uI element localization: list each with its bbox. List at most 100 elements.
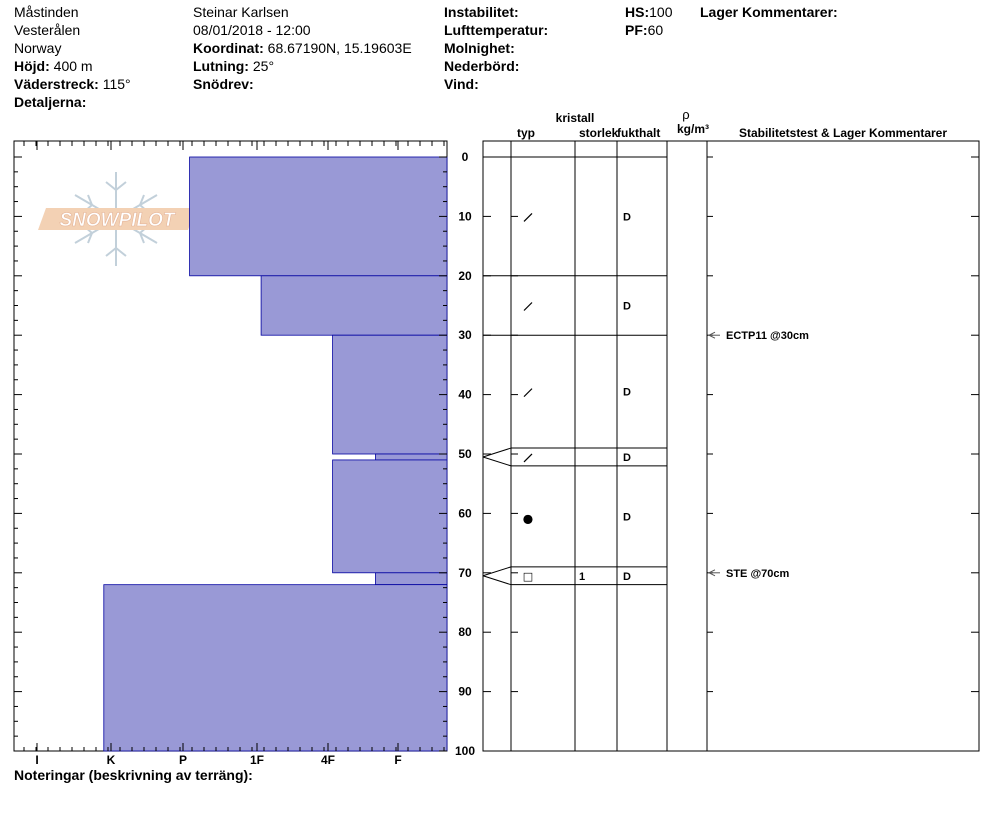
notes-label: Noteringar (beskrivning av terräng):: [14, 767, 253, 783]
moisture-header: fukthalt: [617, 126, 660, 140]
moisture-3: D: [623, 452, 631, 464]
pf-value: 60: [647, 22, 664, 38]
sky: Molnighet:: [444, 39, 515, 57]
depth-label: 70: [458, 566, 472, 580]
aspect-value: 115°: [102, 76, 131, 92]
hardness-x-labels: I K P 1F 4F F: [35, 753, 401, 767]
hardness-bar-6: [103, 584, 448, 752]
hardness-bar-1: [260, 275, 448, 336]
density-symbol: ρ: [682, 107, 689, 122]
notes: Noteringar (beskrivning av terräng):: [14, 766, 253, 784]
layer-comments-header: Lager Kommentarer:: [700, 3, 838, 21]
arrow-icon: [707, 569, 716, 577]
wind-loading: Snödrev:: [193, 75, 254, 93]
sky-label: Molnighet:: [444, 40, 515, 56]
thin-layer-connector: [482, 456, 512, 467]
observer: Steinar Karlsen: [193, 4, 289, 20]
hardness-bar-2: [332, 334, 448, 455]
coordinates: Koordinat: 68.67190N, 15.19603E: [193, 39, 412, 57]
size-header: storlek: [579, 126, 619, 140]
layer-comments-label: Lager Kommentarer:: [700, 4, 838, 20]
hs-value: 100: [649, 4, 673, 20]
stability-header: Stabilitetstest & Lager Kommentarer: [739, 126, 947, 140]
thin-layer-connector: [482, 575, 512, 586]
moisture-0: D: [623, 211, 631, 223]
precip-label: Nederbörd:: [444, 58, 520, 74]
hardness-bar-0: [189, 156, 448, 277]
precip: Nederbörd:: [444, 57, 519, 75]
density-unit: kg/m³: [677, 122, 709, 136]
arrow-icon: [707, 331, 716, 339]
hardness-x-label: P: [179, 753, 187, 767]
details-label: Detaljerna:: [14, 94, 87, 110]
slope: Lutning: 25°: [193, 57, 274, 75]
crystal-symbol-3: [523, 453, 533, 463]
stability-test-label-1: STE @70cm: [726, 568, 790, 580]
hardness-bar-5: [375, 572, 448, 586]
hs-label: HS:: [625, 4, 650, 20]
instability-label: Instabilitet:: [444, 4, 519, 20]
depth-label: 20: [458, 269, 472, 283]
crystal-symbol-4: ●: [523, 511, 533, 525]
country: Norway: [14, 40, 62, 56]
coord-label: Koordinat:: [193, 40, 264, 56]
air-temp: Lufttemperatur:: [444, 21, 548, 39]
elevation-label: Höjd:: [14, 58, 50, 74]
depth-label: 40: [458, 388, 472, 402]
datetime: 08/01/2018 - 12:00: [193, 22, 311, 38]
depth-label: 0: [462, 150, 469, 164]
hardness-x-label: F: [394, 753, 401, 767]
hardness-bars: [103, 156, 448, 752]
elevation: Höjd: 400 m: [14, 57, 93, 75]
wind: Vind:: [444, 75, 479, 93]
elevation-value: 400 m: [53, 58, 93, 74]
snowpilot-logo: SNOWPILOT: [38, 172, 196, 266]
aspect-label: Väderstreck:: [14, 76, 99, 92]
hardness-x-label: 4F: [321, 753, 335, 767]
depth-label: 50: [458, 447, 472, 461]
slope-label: Lutning:: [193, 58, 249, 74]
depth-label: 80: [458, 625, 472, 639]
moisture-2: D: [623, 387, 631, 399]
stability-tests: ECTP11 @30cm STE @70cm: [707, 330, 809, 580]
moisture-4: D: [623, 511, 631, 523]
crystal-symbol-5: □: [523, 570, 533, 583]
instability: Instabilitet:: [444, 3, 519, 21]
depth-label: 10: [458, 209, 472, 223]
depth-label: 100: [455, 744, 475, 758]
moisture-5: D: [623, 571, 631, 583]
wind-label: Vind:: [444, 76, 479, 92]
type-header: typ: [517, 126, 535, 140]
region: Vesterålen: [14, 22, 81, 38]
crystal-header: kristall: [556, 111, 595, 125]
strat-frame: [482, 140, 980, 752]
slope-value: 25°: [252, 58, 275, 74]
logo-banner: [38, 208, 196, 230]
hardness-ticks: [14, 141, 447, 752]
logo-text: SNOWPILOT: [59, 210, 175, 231]
strat-ticks: [483, 156, 979, 752]
thin-layer-connector: [482, 447, 512, 458]
depth-labels: 0 10 20 30 40 50 60 70 80 90 100: [455, 150, 475, 758]
pf-label: PF:: [625, 22, 648, 38]
hardness-x-label: I: [35, 753, 38, 767]
crystal-symbol-1: [523, 302, 533, 311]
hardness-x-label: K: [107, 753, 116, 767]
hardness-bar-4: [332, 459, 448, 574]
moisture-1: D: [623, 301, 631, 313]
location: Måstinden: [14, 4, 79, 20]
hs: HS:100: [625, 3, 672, 21]
aspect: Väderstreck: 115°: [14, 75, 131, 93]
coord-value: 68.67190N, 15.19603E: [267, 40, 412, 56]
stability-test-label-0: ECTP11 @30cm: [726, 330, 809, 342]
depth-label: 60: [458, 506, 472, 520]
hardness-x-label: 1F: [250, 753, 264, 767]
details: Detaljerna:: [14, 93, 86, 111]
depth-label: 90: [458, 685, 472, 699]
thin-layer-connector: [482, 566, 512, 577]
crystal-symbol-0: [523, 212, 533, 222]
wind-loading-label: Snödrev:: [193, 76, 254, 92]
pf: PF:60: [625, 21, 663, 39]
air-temp-label: Lufttemperatur:: [444, 22, 549, 38]
